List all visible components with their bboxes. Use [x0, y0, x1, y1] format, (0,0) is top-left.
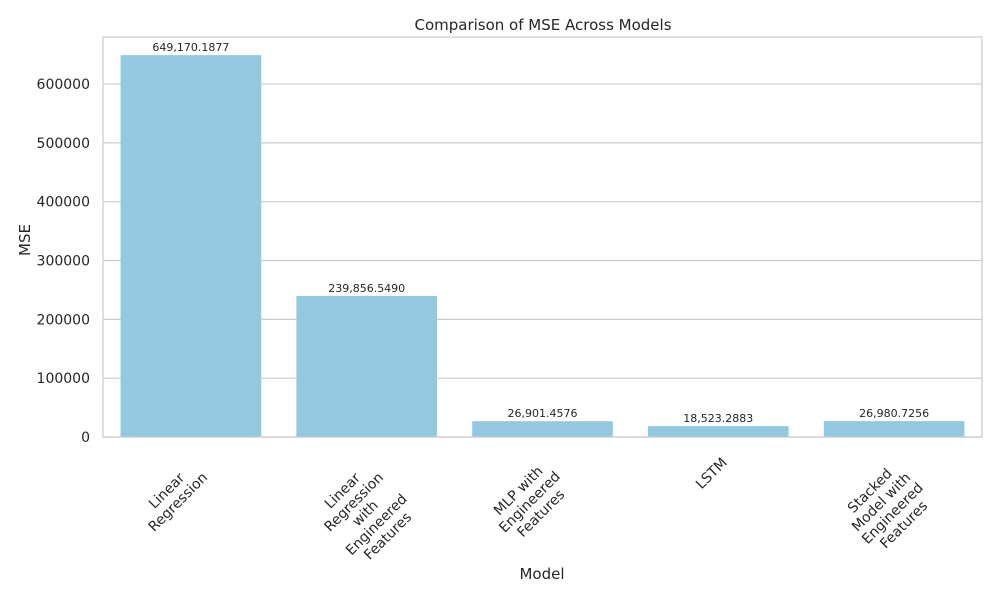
x-axis-label: Model — [519, 565, 564, 583]
bar — [647, 426, 789, 437]
y-tick-label: 500000 — [37, 136, 90, 152]
bar — [823, 421, 965, 437]
bar-value-label: 26,901.4576 — [508, 407, 578, 420]
bar — [120, 55, 262, 437]
chart-title: Comparison of MSE Across Models — [414, 16, 671, 34]
bar-value-label: 18,523.2883 — [683, 412, 753, 425]
y-tick-label: 600000 — [37, 77, 90, 93]
bar-value-label: 26,980.7256 — [859, 407, 929, 420]
x-tick-label: LinearRegressionwithEngineeredFeatures — [309, 457, 422, 570]
x-tick-label: LSTM — [693, 455, 731, 493]
bar-value-label: 239,856.5490 — [328, 282, 405, 295]
bar — [296, 295, 438, 437]
value-labels-group: 649,170.1877 239,856.5490 26,901.4576 18,52… — [152, 41, 929, 425]
y-tick-label: 200000 — [37, 312, 90, 328]
y-tick-label: 400000 — [37, 195, 90, 211]
x-tick-label: MLP withEngineeredFeatures — [485, 457, 575, 547]
y-tick-label: 0 — [81, 430, 90, 446]
plot-frame — [102, 36, 983, 438]
bar — [472, 421, 613, 437]
bar-value-label: 649,170.1877 — [152, 41, 229, 54]
x-tick-label: LinearRegression — [134, 458, 211, 535]
y-tick-label: 300000 — [37, 254, 90, 270]
y-ticks-group: 0 100000 200000 300000 400000 500000 600000 — [37, 77, 90, 446]
y-tick-label: 100000 — [37, 371, 90, 387]
bars-group — [120, 55, 965, 437]
x-tick-label: StackedModel withEngineeredFeatures — [836, 457, 938, 559]
x-ticks-group: LinearRegression LinearRegressionwithEngi… — [134, 455, 938, 570]
y-axis-label: MSE — [16, 224, 34, 256]
